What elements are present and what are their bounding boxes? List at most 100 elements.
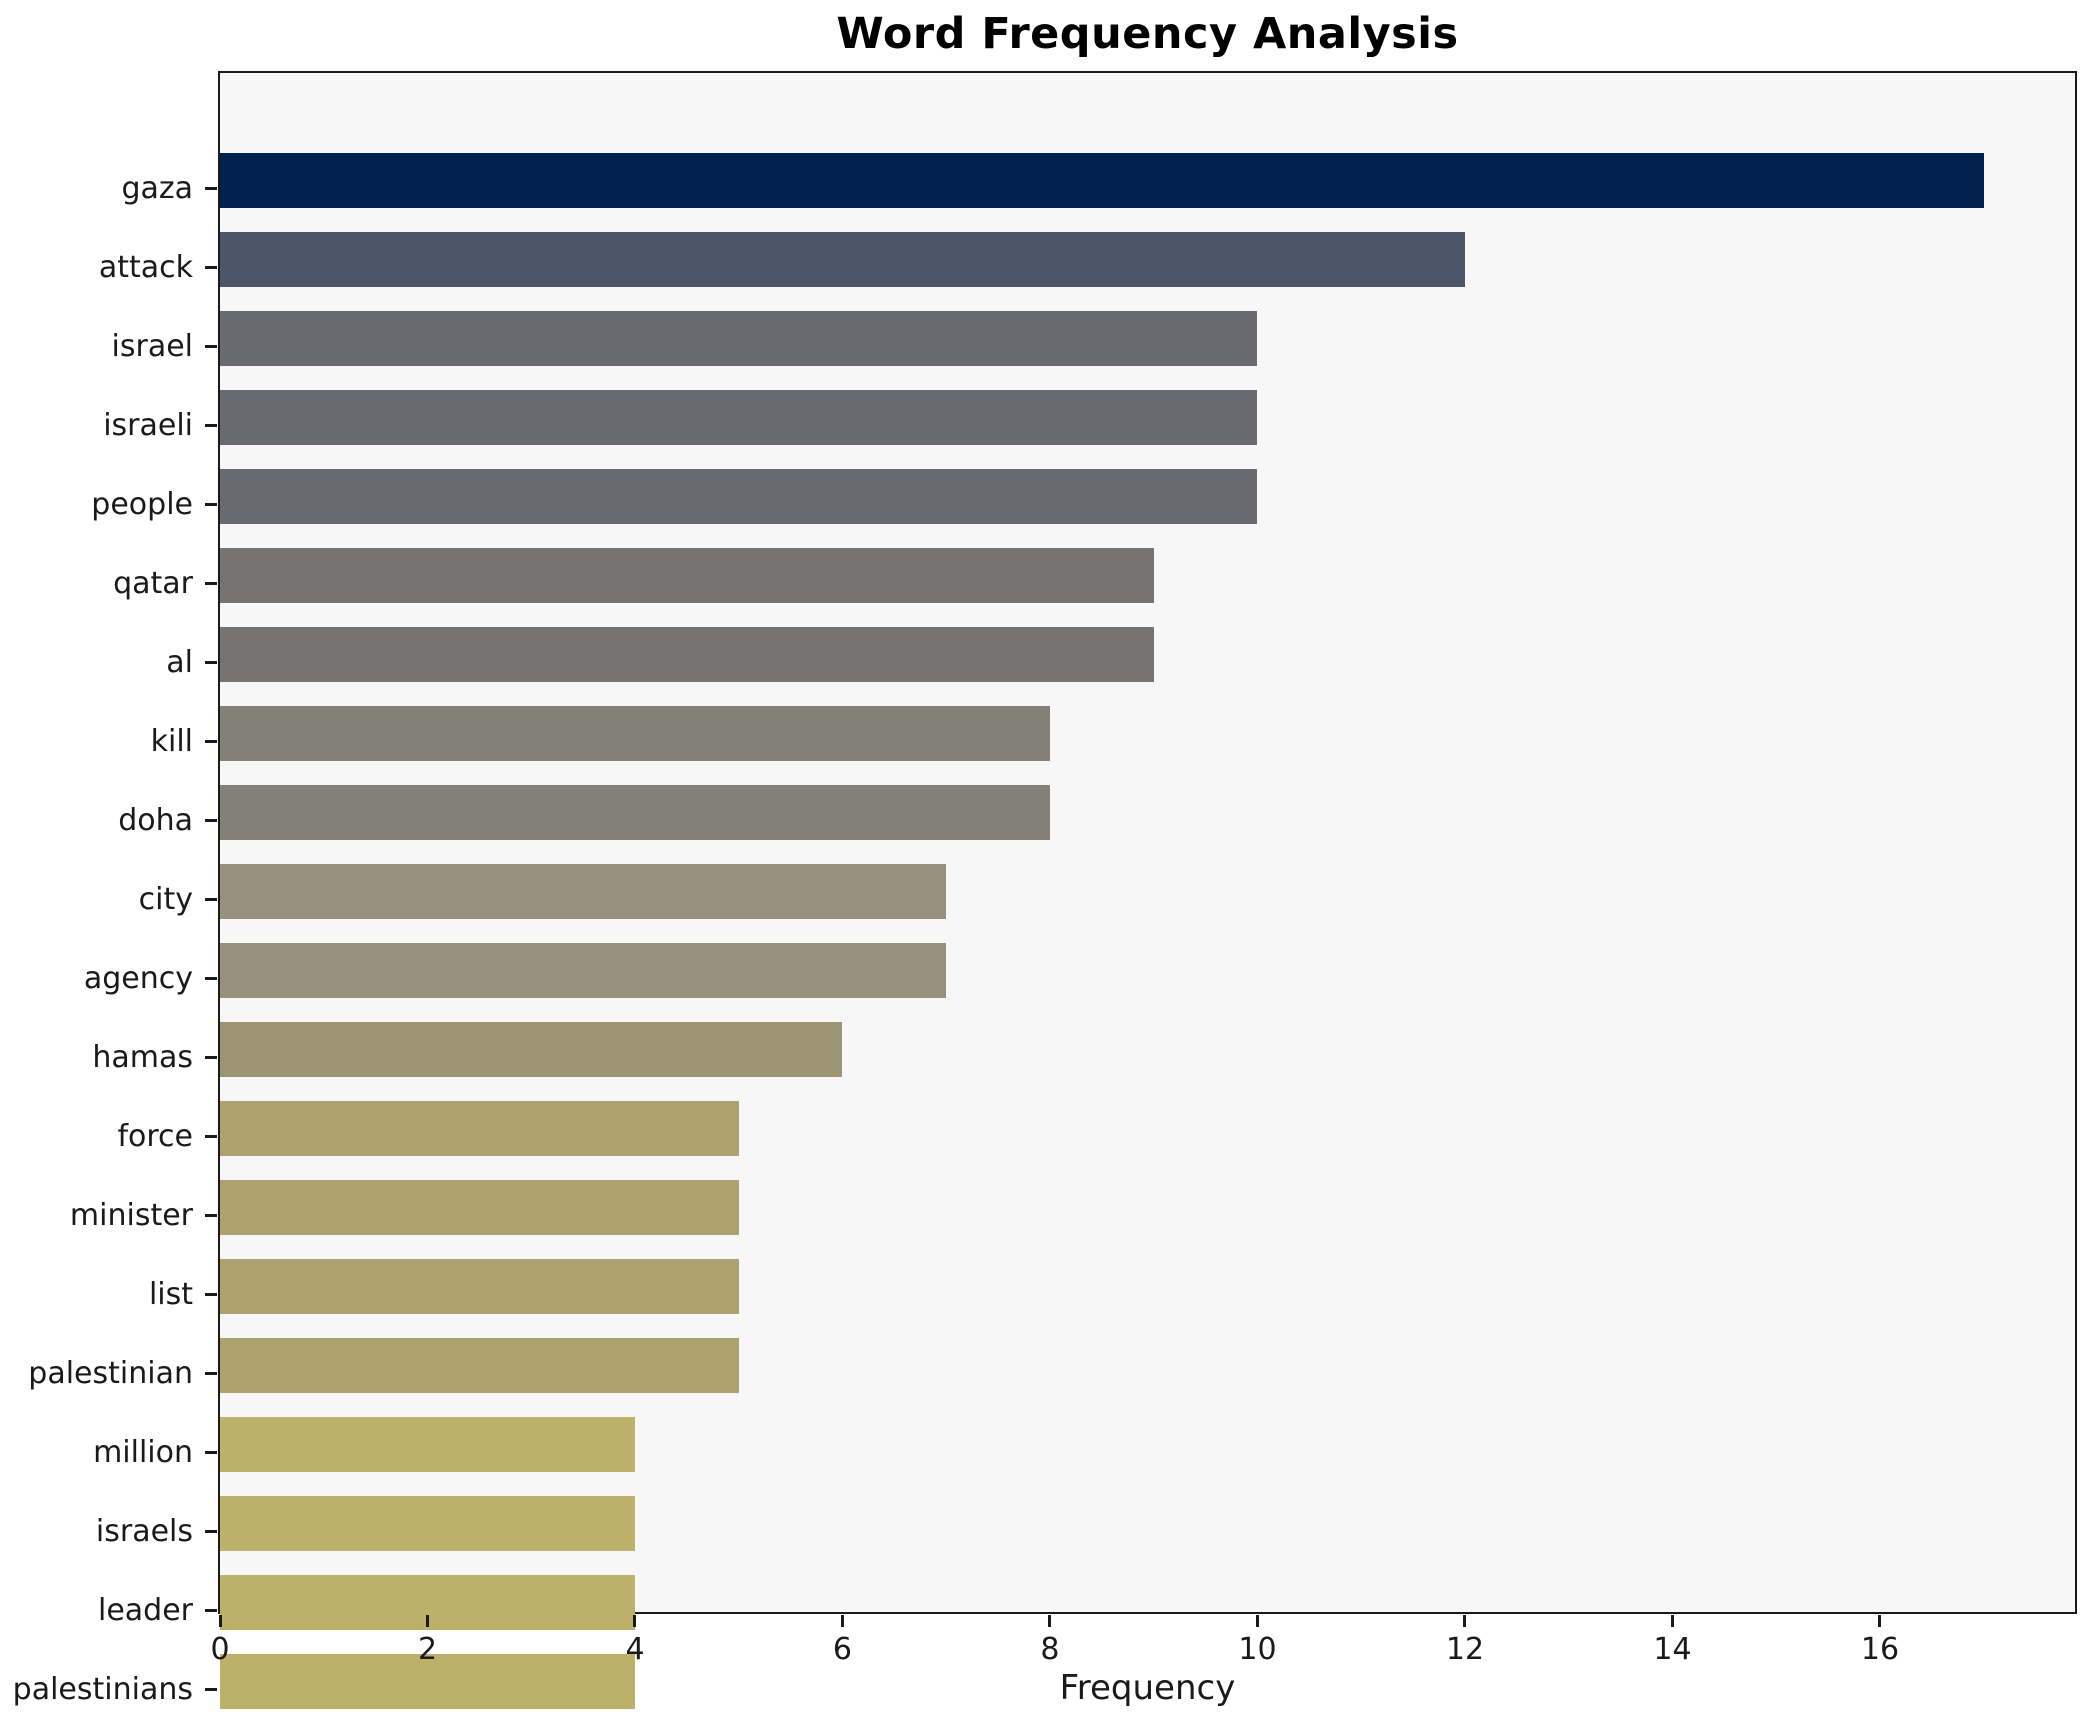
bar-row: gaza <box>121 152 2075 224</box>
x-tick-label: 16 <box>1860 1632 1900 1667</box>
y-tick-label: hamas <box>92 1039 193 1075</box>
bar-row: qatar <box>113 547 2075 619</box>
bar-row: palestinian <box>28 1337 2075 1409</box>
y-tick-mark <box>205 661 217 664</box>
bar-row: israel <box>112 310 2075 382</box>
x-axis-label: Frequency <box>1059 1668 1236 1708</box>
y-tick-mark <box>205 898 217 901</box>
bar <box>220 468 1258 524</box>
x-tick-label: 0 <box>210 1632 230 1667</box>
x-axis-ticks: 0 2 4 6 8 10 12 14 16 <box>210 73 2075 1667</box>
x-tick-label: 14 <box>1653 1632 1692 1667</box>
bar <box>220 784 1050 840</box>
y-tick-label: agency <box>83 960 193 996</box>
y-tick-label: force <box>117 1118 193 1154</box>
bar-row: force <box>117 1100 2075 1172</box>
bar <box>220 310 1258 366</box>
chart-title: Word Frequency Analysis <box>836 9 1459 59</box>
bar-row: israels <box>96 1495 2075 1567</box>
y-tick-label: minister <box>69 1197 193 1233</box>
bar-row: kill <box>151 705 2075 777</box>
bar <box>220 231 1465 287</box>
bar <box>220 1653 635 1709</box>
y-tick-label: qatar <box>113 565 193 601</box>
x-tick-mark <box>840 1614 844 1627</box>
bar <box>220 942 947 998</box>
x-tick-label: 4 <box>625 1632 645 1667</box>
y-tick-mark <box>205 503 217 506</box>
x-tick-label: 8 <box>1040 1632 1060 1667</box>
y-tick-label: million <box>93 1434 193 1470</box>
bar <box>220 547 1154 603</box>
bar <box>220 1179 739 1235</box>
y-tick-mark <box>205 1372 217 1375</box>
y-tick-label: gaza <box>121 170 193 206</box>
x-tick-mark <box>1048 1614 1052 1627</box>
y-tick-mark <box>205 582 217 585</box>
y-tick-mark <box>205 1135 217 1138</box>
y-tick-mark <box>205 187 217 190</box>
bar <box>220 1258 739 1314</box>
x-tick-label: 2 <box>417 1632 438 1667</box>
bar-row: list <box>149 1258 2075 1330</box>
y-tick-label: doha <box>118 802 193 838</box>
y-tick-mark <box>205 424 217 427</box>
y-tick-label: palestinians <box>12 1671 193 1707</box>
y-tick-mark <box>205 1214 217 1217</box>
x-tick-mark <box>1255 1614 1259 1627</box>
bar-row: agency <box>84 942 2075 1014</box>
x-tick-mark <box>218 1614 222 1627</box>
y-tick-mark <box>205 1451 217 1454</box>
bar <box>220 626 1154 682</box>
y-tick-label: leader <box>97 1592 193 1628</box>
y-tick-label: israels <box>95 1513 193 1549</box>
bar-row: minister <box>70 1179 2075 1251</box>
y-tick-label: palestinian <box>28 1355 193 1391</box>
bar-row: hamas <box>92 1021 2075 1093</box>
y-tick-label: israeli <box>103 407 193 443</box>
y-tick-mark <box>205 740 217 743</box>
y-tick-mark <box>205 1056 217 1059</box>
y-tick-label: al <box>166 644 193 680</box>
bar <box>220 1100 739 1156</box>
bar-row: al <box>166 626 2075 698</box>
bar <box>220 705 1050 761</box>
y-tick-mark <box>205 266 217 269</box>
x-tick-mark <box>633 1614 637 1627</box>
bar <box>220 1416 635 1472</box>
y-tick-mark <box>205 1530 217 1533</box>
x-tick-mark <box>425 1614 429 1627</box>
y-tick-label: attack <box>98 249 193 285</box>
y-tick-mark <box>205 1293 217 1296</box>
x-tick-mark <box>1463 1614 1467 1627</box>
x-tick-label: 10 <box>1238 1632 1277 1667</box>
x-tick-label: 12 <box>1445 1632 1485 1667</box>
y-tick-label: list <box>148 1276 193 1312</box>
bar-row: doha <box>118 784 2075 856</box>
y-tick-label: israel <box>111 328 193 364</box>
bar <box>220 1021 843 1077</box>
bar-row: attack <box>99 231 2075 303</box>
bar-row: people <box>91 468 2075 540</box>
bar-row: million <box>93 1416 2075 1488</box>
bar <box>220 863 947 919</box>
y-tick-label: people <box>91 486 193 522</box>
y-tick-mark <box>205 1609 217 1612</box>
y-tick-mark <box>205 819 217 822</box>
plot-area: gaza attack israel israeli people qatar … <box>13 71 2077 1709</box>
y-tick-mark <box>205 977 217 980</box>
bar <box>220 1337 739 1393</box>
bar <box>220 389 1258 445</box>
y-tick-label: kill <box>150 723 193 759</box>
y-tick-mark <box>205 1688 217 1691</box>
x-tick-mark <box>1878 1614 1882 1627</box>
x-tick-mark <box>1670 1614 1674 1627</box>
x-tick-label: 6 <box>832 1632 853 1667</box>
y-tick-mark <box>205 345 217 348</box>
y-tick-label: city <box>138 881 193 917</box>
bar <box>220 1495 635 1551</box>
bar-row: israeli <box>103 389 2075 461</box>
bar-row: palestinians <box>13 1653 2075 1725</box>
bar-row: city <box>139 863 2075 935</box>
